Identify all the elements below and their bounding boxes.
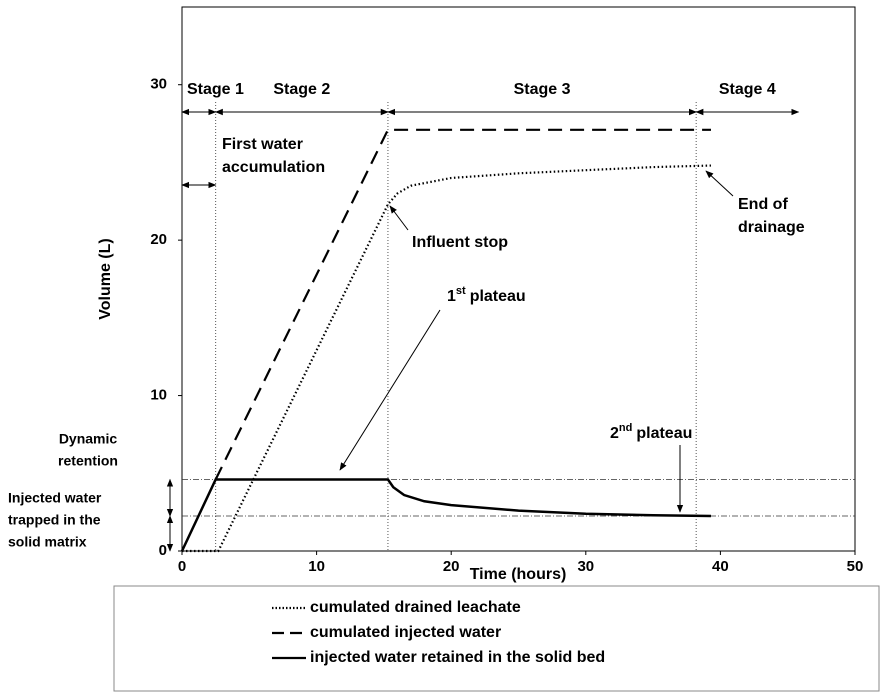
annotation: Dynamic [59, 431, 118, 447]
x-tick-label: 30 [577, 558, 594, 575]
annotation: 2nd plateau [610, 422, 692, 442]
annotation: retention [58, 453, 118, 469]
y-axis-title: Volume (L) [97, 238, 114, 319]
series-line [214, 128, 711, 480]
y-tick-label: 0 [159, 542, 167, 559]
influent-stop-arrow [389, 205, 409, 231]
end-drainage-arrow [705, 170, 734, 197]
annotation: accumulation [222, 159, 325, 176]
annotation: Injected water [8, 490, 102, 506]
stage-label: Stage 1 [187, 81, 244, 98]
series-line [180, 478, 711, 552]
x-tick-label: 40 [712, 558, 729, 575]
legend-label: cumulated drained leachate [310, 599, 521, 616]
annotation-suffix: st [456, 285, 466, 297]
annotation-text: plateau [470, 288, 526, 305]
annotation: trapped in the [8, 512, 101, 528]
y-tick-label: 10 [150, 387, 167, 404]
y-tick-label: 30 [150, 76, 167, 93]
x-tick-label: 20 [443, 558, 460, 575]
annotation: Influent stop [412, 234, 508, 251]
annotation: First water [222, 136, 303, 153]
x-tick-label: 10 [308, 558, 325, 575]
annotation-text: plateau [636, 425, 692, 442]
annotation-suffix: nd [619, 422, 632, 434]
plateau-1-arrow [339, 309, 441, 471]
stage-label: Stage 2 [273, 81, 330, 98]
plot-frame [181, 6, 856, 552]
annotation-number: 2 [610, 425, 619, 442]
y-tick-label: 20 [150, 231, 167, 248]
stage-label: Stage 4 [719, 81, 776, 98]
x-tick-label: 50 [847, 558, 864, 575]
annotation: solid matrix [8, 534, 87, 550]
annotation-number: 1 [447, 288, 456, 305]
annotation: drainage [738, 219, 805, 236]
legend-label: cumulated injected water [310, 624, 501, 641]
x-tick-label: 0 [178, 558, 186, 575]
legend-box [113, 585, 880, 692]
series-line [182, 164, 712, 553]
annotation: End of [738, 196, 788, 213]
annotation: 1st plateau [447, 285, 526, 305]
legend-label: injected water retained in the solid bed [310, 649, 605, 666]
x-axis-title: Time (hours) [470, 566, 567, 583]
stage-label: Stage 3 [514, 81, 571, 98]
